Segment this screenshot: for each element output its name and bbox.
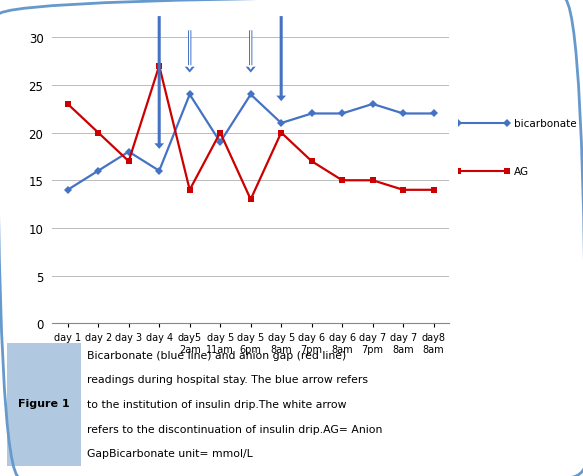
Text: Bicarbonate (blue line) and anion gap (red line): Bicarbonate (blue line) and anion gap (r… — [87, 350, 346, 360]
Text: readings during hospital stay. The blue arrow refers: readings during hospital stay. The blue … — [87, 375, 368, 385]
AG — [278, 130, 285, 136]
Text: Figure 1: Figure 1 — [18, 398, 70, 408]
AG — [94, 130, 101, 136]
bicarbonate — [278, 121, 285, 127]
Line: bicarbonate: bicarbonate — [65, 92, 437, 194]
bicarbonate — [369, 102, 376, 108]
Text: to the institution of insulin drip.The white arrow: to the institution of insulin drip.The w… — [87, 399, 346, 409]
bicarbonate — [247, 92, 254, 98]
AG — [186, 188, 193, 193]
AG — [247, 197, 254, 203]
Text: refers to the discontinuation of insulin drip.AG= Anion: refers to the discontinuation of insulin… — [87, 424, 382, 434]
AG — [430, 188, 437, 193]
AG — [64, 102, 71, 108]
AG — [156, 64, 163, 69]
AG — [217, 130, 224, 136]
bicarbonate — [94, 169, 101, 174]
bicarbonate — [339, 111, 346, 117]
AG — [369, 178, 376, 184]
bicarbonate — [217, 140, 224, 146]
bicarbonate — [400, 111, 407, 117]
bicarbonate — [125, 149, 132, 155]
FancyBboxPatch shape — [7, 344, 81, 466]
bicarbonate — [186, 92, 193, 98]
AG — [339, 178, 346, 184]
bicarbonate — [156, 169, 163, 174]
AG — [308, 159, 315, 165]
Text: GapBicarbonate unit= mmol/L: GapBicarbonate unit= mmol/L — [87, 448, 252, 458]
Line: AG: AG — [65, 63, 437, 203]
bicarbonate — [430, 111, 437, 117]
Text: bicarbonate: bicarbonate — [514, 119, 576, 129]
AG — [125, 159, 132, 165]
bicarbonate — [64, 188, 71, 193]
Text: AG: AG — [514, 167, 529, 177]
bicarbonate — [308, 111, 315, 117]
AG — [400, 188, 407, 193]
